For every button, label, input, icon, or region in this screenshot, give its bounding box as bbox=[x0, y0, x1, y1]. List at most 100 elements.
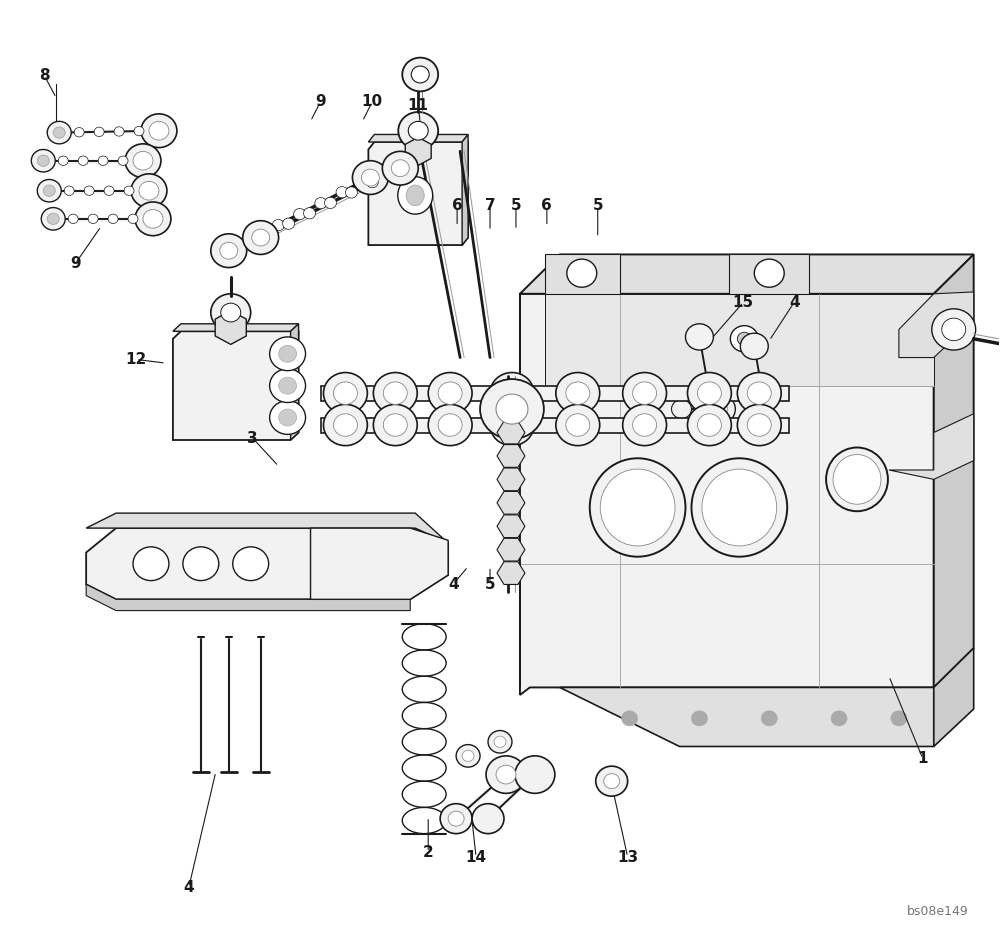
Circle shape bbox=[141, 114, 177, 148]
Circle shape bbox=[243, 221, 279, 255]
Text: 6: 6 bbox=[452, 198, 462, 213]
Polygon shape bbox=[173, 331, 299, 440]
Circle shape bbox=[754, 259, 784, 288]
Circle shape bbox=[490, 404, 534, 446]
Circle shape bbox=[84, 186, 94, 196]
Circle shape bbox=[428, 372, 472, 414]
Circle shape bbox=[336, 186, 348, 197]
Text: 4: 4 bbox=[789, 295, 799, 310]
Polygon shape bbox=[405, 137, 431, 165]
Text: 9: 9 bbox=[70, 257, 80, 272]
Circle shape bbox=[623, 404, 667, 446]
Circle shape bbox=[697, 414, 721, 436]
Text: 12: 12 bbox=[125, 352, 147, 367]
Circle shape bbox=[402, 57, 438, 91]
Circle shape bbox=[633, 414, 657, 436]
Ellipse shape bbox=[590, 459, 685, 556]
Polygon shape bbox=[462, 134, 468, 245]
Circle shape bbox=[737, 404, 781, 446]
Text: 6: 6 bbox=[541, 198, 552, 213]
Text: 5: 5 bbox=[511, 198, 521, 213]
Circle shape bbox=[98, 156, 108, 165]
Circle shape bbox=[270, 337, 306, 370]
Circle shape bbox=[703, 394, 735, 424]
Circle shape bbox=[490, 372, 534, 414]
Circle shape bbox=[64, 186, 74, 196]
Circle shape bbox=[333, 414, 357, 436]
Circle shape bbox=[737, 372, 781, 414]
Circle shape bbox=[118, 156, 128, 165]
Circle shape bbox=[133, 547, 169, 581]
Circle shape bbox=[143, 210, 163, 228]
Circle shape bbox=[315, 197, 327, 209]
Circle shape bbox=[373, 372, 417, 414]
Circle shape bbox=[211, 294, 251, 331]
Circle shape bbox=[323, 404, 367, 446]
Circle shape bbox=[942, 318, 966, 340]
Circle shape bbox=[149, 121, 169, 140]
Text: 13: 13 bbox=[617, 850, 638, 865]
Circle shape bbox=[747, 382, 771, 404]
Circle shape bbox=[440, 804, 472, 834]
Polygon shape bbox=[173, 323, 299, 331]
Circle shape bbox=[345, 187, 357, 198]
Circle shape bbox=[596, 766, 628, 796]
Polygon shape bbox=[560, 687, 934, 746]
Circle shape bbox=[687, 372, 731, 414]
Circle shape bbox=[480, 379, 544, 439]
Circle shape bbox=[233, 547, 269, 581]
Circle shape bbox=[382, 151, 418, 185]
Circle shape bbox=[139, 181, 159, 200]
Text: 15: 15 bbox=[733, 295, 754, 310]
Circle shape bbox=[891, 711, 907, 726]
Circle shape bbox=[383, 414, 407, 436]
Circle shape bbox=[47, 213, 59, 225]
Circle shape bbox=[697, 382, 721, 404]
Polygon shape bbox=[368, 134, 468, 142]
Circle shape bbox=[730, 325, 758, 352]
Circle shape bbox=[252, 229, 270, 246]
Polygon shape bbox=[497, 562, 525, 585]
Circle shape bbox=[462, 750, 474, 761]
Circle shape bbox=[500, 382, 524, 404]
Circle shape bbox=[488, 730, 512, 753]
Circle shape bbox=[135, 202, 171, 236]
Circle shape bbox=[932, 309, 976, 350]
Text: 2: 2 bbox=[423, 845, 434, 860]
Polygon shape bbox=[320, 417, 789, 432]
Ellipse shape bbox=[406, 185, 424, 206]
Circle shape bbox=[556, 404, 600, 446]
Polygon shape bbox=[934, 255, 974, 687]
Circle shape bbox=[124, 186, 134, 196]
Circle shape bbox=[131, 174, 167, 208]
Circle shape bbox=[496, 394, 528, 424]
Circle shape bbox=[134, 126, 144, 135]
Ellipse shape bbox=[691, 459, 787, 556]
Text: 8: 8 bbox=[39, 68, 50, 83]
Circle shape bbox=[74, 128, 84, 137]
Text: 4: 4 bbox=[184, 880, 194, 895]
Circle shape bbox=[567, 259, 597, 288]
Circle shape bbox=[438, 382, 462, 404]
Polygon shape bbox=[520, 255, 974, 294]
Polygon shape bbox=[215, 311, 246, 344]
Circle shape bbox=[373, 404, 417, 446]
Circle shape bbox=[622, 711, 638, 726]
Text: 5: 5 bbox=[592, 198, 603, 213]
Circle shape bbox=[448, 811, 464, 826]
Circle shape bbox=[604, 774, 620, 789]
Circle shape bbox=[37, 155, 49, 166]
Circle shape bbox=[283, 218, 295, 229]
Circle shape bbox=[270, 400, 306, 434]
Circle shape bbox=[633, 382, 657, 404]
Circle shape bbox=[183, 547, 219, 581]
Circle shape bbox=[128, 214, 138, 224]
Text: 9: 9 bbox=[315, 94, 326, 109]
Circle shape bbox=[108, 214, 118, 224]
Circle shape bbox=[623, 372, 667, 414]
Polygon shape bbox=[889, 414, 974, 479]
Polygon shape bbox=[86, 585, 410, 611]
Circle shape bbox=[272, 219, 284, 230]
Text: bs08e149: bs08e149 bbox=[907, 905, 969, 918]
Polygon shape bbox=[497, 492, 525, 514]
